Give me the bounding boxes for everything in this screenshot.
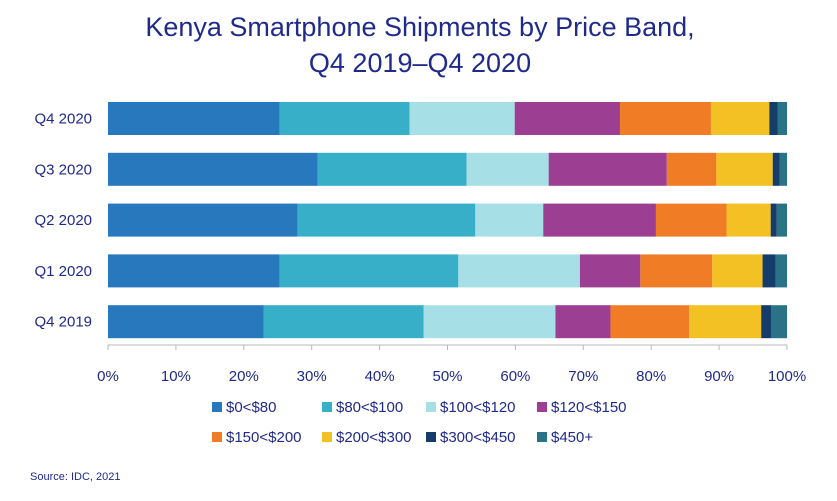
legend-swatch-5 — [322, 432, 332, 442]
legend-swatch-3 — [537, 402, 547, 412]
bar-segment-0-3 — [514, 102, 620, 135]
bar-segment-0-4 — [619, 102, 711, 135]
legend: $0<$80 $80<$100 $100<$120 $120<$150 $150<$20… — [212, 399, 627, 446]
legend-swatch-2 — [426, 402, 436, 412]
chart-title-line-2: Q4 2019–Q4 2020 — [309, 48, 531, 78]
x-tick-label-0: 0% — [97, 368, 119, 385]
category-labels: Q4 2020 Q3 2020 Q2 2020 Q1 2020 Q4 2019 — [34, 111, 92, 331]
bar-segment-3-7 — [775, 254, 787, 288]
x-tick-label-6: 60% — [500, 368, 530, 385]
chart-title-line-1: Kenya Smartphone Shipments by Price Band… — [145, 12, 694, 42]
legend-label-7: $450+ — [551, 429, 593, 446]
legend-label-6: $300<$450 — [440, 429, 516, 446]
bar-segment-3-3 — [579, 254, 641, 288]
legend-label-5: $200<$300 — [336, 429, 412, 446]
source-note: Source: IDC, 2021 — [30, 471, 121, 483]
bar-segment-1-2 — [466, 152, 549, 186]
x-axis: 0% 10% 20% 30% 40% 50% 60% 70% 80% 90% 100% — [97, 344, 806, 385]
category-label-3: Q1 2020 — [34, 263, 92, 280]
bar-segment-0-0 — [108, 102, 280, 135]
bar-segment-0-1 — [279, 102, 410, 135]
bar-segment-2-3 — [543, 203, 656, 237]
legend-label-3: $120<$150 — [551, 399, 627, 416]
bar-segment-1-6 — [772, 152, 780, 186]
bar-segment-1-1 — [317, 152, 467, 186]
x-tick-label-8: 80% — [636, 368, 666, 385]
bar-segment-1-3 — [548, 152, 667, 186]
bar-segment-3-0 — [108, 254, 280, 288]
legend-label-2: $100<$120 — [440, 399, 516, 416]
bar-segment-2-4 — [655, 203, 727, 237]
bar-segment-3-1 — [279, 254, 459, 288]
bar-segment-3-4 — [640, 254, 713, 288]
legend-swatch-0 — [212, 402, 222, 412]
legend-swatch-4 — [212, 432, 222, 442]
bar-segment-2-0 — [108, 203, 298, 237]
bar-segment-4-6 — [761, 305, 772, 339]
x-tick-label-9: 90% — [704, 368, 734, 385]
bar-segment-4-2 — [423, 305, 556, 339]
category-label-1: Q3 2020 — [34, 161, 92, 178]
bar-segment-2-1 — [297, 203, 476, 237]
legend-swatch-1 — [322, 402, 332, 412]
category-label-2: Q2 2020 — [34, 212, 92, 229]
bar-segment-1-0 — [108, 152, 318, 186]
x-tick-label-3: 30% — [297, 368, 327, 385]
legend-swatch-6 — [426, 432, 436, 442]
legend-label-4: $150<$200 — [226, 429, 302, 446]
category-label-0: Q4 2020 — [34, 111, 92, 128]
bar-segment-2-5 — [726, 203, 771, 237]
bar-segment-4-7 — [771, 305, 787, 339]
x-tick-label-10: 100% — [768, 368, 806, 385]
x-tick-label-1: 10% — [161, 368, 191, 385]
bar-segment-3-2 — [458, 254, 580, 288]
bar-segment-2-6 — [770, 203, 777, 237]
bar-segment-1-7 — [779, 152, 787, 186]
bar-segment-0-2 — [409, 102, 515, 135]
bar-segment-4-3 — [555, 305, 611, 339]
x-tick-label-2: 20% — [229, 368, 259, 385]
bar-segment-2-7 — [776, 203, 787, 237]
x-tick-label-7: 70% — [568, 368, 598, 385]
bar-segment-2-2 — [475, 203, 544, 237]
bar-segment-4-0 — [108, 305, 264, 339]
legend-label-1: $80<$100 — [336, 399, 403, 416]
bars-group — [108, 102, 787, 339]
bar-segment-4-1 — [263, 305, 424, 339]
x-tick-label-5: 50% — [432, 368, 462, 385]
bar-segment-0-6 — [769, 102, 778, 135]
bar-segment-3-5 — [712, 254, 763, 288]
legend-swatch-7 — [537, 432, 547, 442]
legend-label-0: $0<$80 — [226, 399, 276, 416]
bar-segment-4-5 — [689, 305, 762, 339]
category-label-4: Q4 2019 — [34, 314, 92, 331]
x-tick-label-4: 40% — [365, 368, 395, 385]
bar-segment-0-5 — [710, 102, 770, 135]
bar-segment-3-6 — [762, 254, 776, 288]
bar-segment-1-4 — [666, 152, 717, 186]
bar-segment-1-5 — [716, 152, 773, 186]
bar-segment-4-4 — [610, 305, 690, 339]
bar-segment-0-7 — [777, 102, 787, 135]
